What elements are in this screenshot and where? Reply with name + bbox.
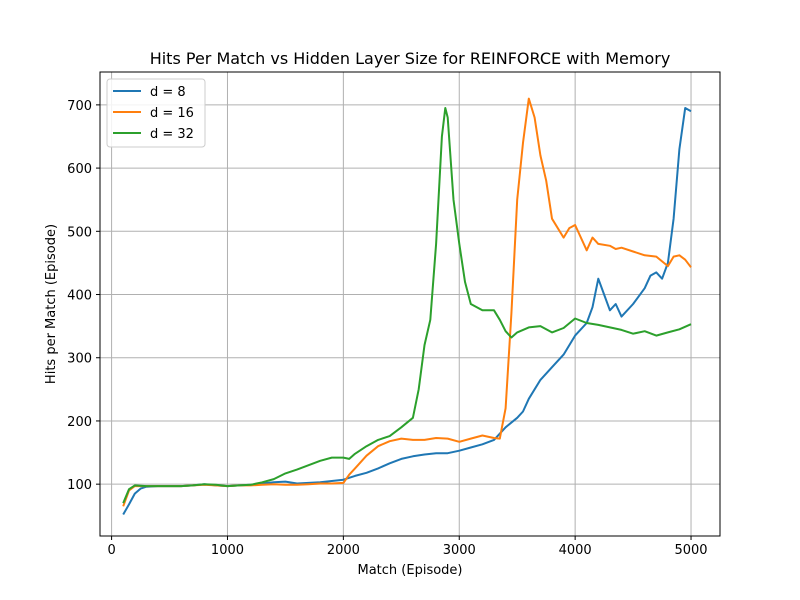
y-tick-label: 400 [67, 289, 92, 304]
chart-title: Hits Per Match vs Hidden Layer Size for … [150, 49, 671, 68]
x-axis-label: Match (Episode) [358, 563, 463, 578]
series-lines [122, 97, 692, 515]
y-axis-label: Hits per Match (Episode) [44, 224, 59, 384]
x-tick-label: 5000 [674, 543, 707, 558]
legend-label-d8: d = 8 [150, 85, 186, 100]
y-tick-label: 200 [67, 415, 92, 430]
legend-label-d16: d = 16 [150, 106, 194, 121]
x-tick-label: 2000 [327, 543, 360, 558]
legend-box [106, 78, 206, 148]
x-tick-label: 1000 [211, 543, 244, 558]
y-tick-label: 300 [67, 352, 92, 367]
legend-label-d32: d = 32 [150, 127, 194, 142]
y-tick-label: 500 [67, 225, 92, 240]
x-tick-label: 0 [107, 543, 115, 558]
y-tick-label: 600 [67, 162, 92, 177]
legend: d = 8 d = 16 d = 32 [106, 78, 206, 148]
x-tick-label: 4000 [559, 543, 592, 558]
axis-ticks: 0 1000 2000 3000 4000 5000 100 200 300 400 500 600 7… [67, 99, 707, 558]
y-tick-label: 700 [67, 99, 92, 114]
x-tick-label: 3000 [443, 543, 476, 558]
series-line-d32 [122, 107, 692, 504]
plot-frame [99, 71, 721, 537]
y-tick-label: 100 [67, 478, 92, 493]
